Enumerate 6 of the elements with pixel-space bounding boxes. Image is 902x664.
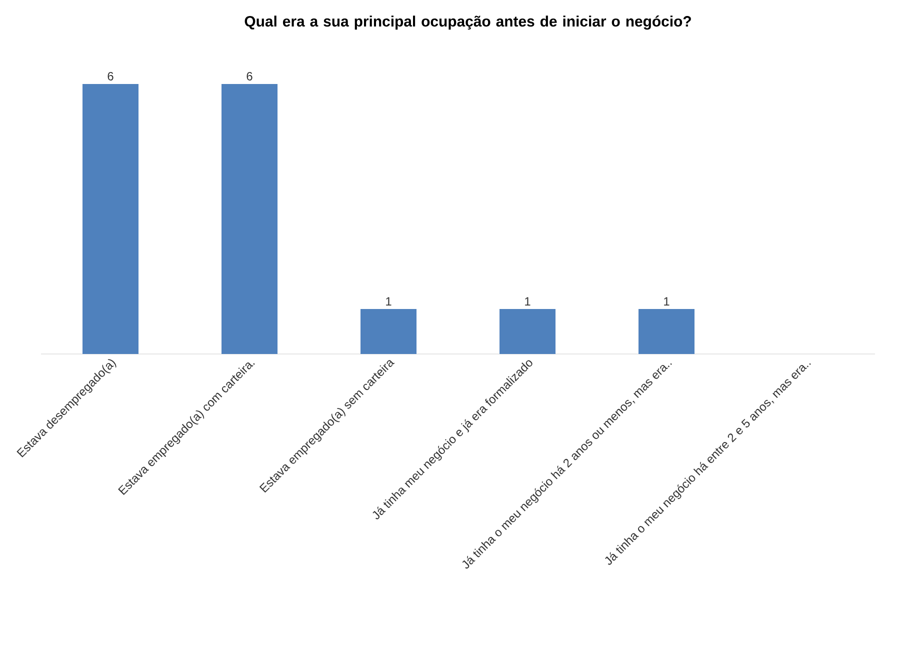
data-label: 1 — [525, 297, 530, 306]
data-label: 6 — [246, 72, 252, 80]
data-label: 6 — [108, 72, 114, 80]
chart-title: Qual era a sua principal ocupação antes de iniciar o negócio? — [244, 16, 691, 30]
data-label: 1 — [664, 297, 670, 306]
data-label: 1 — [386, 297, 392, 306]
